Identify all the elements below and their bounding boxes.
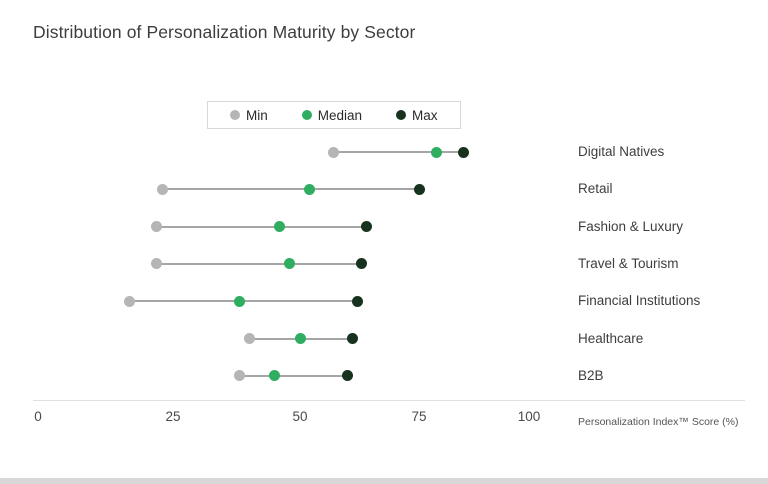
bottom-divider [0, 478, 768, 484]
median-dot [294, 333, 306, 344]
max-dot [457, 146, 469, 158]
max-dot [361, 221, 373, 233]
x-tick-label: 75 [411, 409, 427, 424]
range-line [333, 151, 463, 153]
min-dot [156, 183, 168, 195]
sector-label: Financial Institutions [578, 293, 701, 309]
sector-label: Travel & Tourism [578, 255, 679, 271]
range-line [162, 188, 419, 191]
legend-item-min: Min [230, 108, 268, 123]
median-dot [274, 221, 286, 233]
max-dot [413, 183, 425, 195]
legend: Min Median Max [207, 101, 461, 129]
max-dot [346, 333, 358, 344]
max-dot [342, 370, 354, 382]
min-dot [233, 370, 245, 382]
median-dot [269, 370, 281, 382]
min-dot-icon [230, 110, 240, 120]
min-dot [327, 146, 339, 158]
sector-label: Retail [578, 181, 613, 197]
median-dot [284, 258, 296, 270]
max-dot [351, 295, 363, 307]
x-tick-label: 50 [292, 409, 308, 424]
chart-title: Distribution of Personalization Maturity… [33, 22, 416, 42]
max-dot-icon [396, 110, 407, 120]
sector-label: Fashion & Luxury [578, 218, 684, 234]
legend-item-max: Max [396, 108, 438, 123]
sector-label: B2B [578, 367, 604, 383]
min-dot [243, 333, 255, 344]
legend-item-median: Median [301, 107, 363, 123]
min-dot [151, 221, 163, 233]
x-tick-label: 100 [517, 409, 541, 424]
x-tick-label: 25 [165, 409, 181, 424]
x-tick-label: 0 [34, 409, 42, 424]
median-dot [431, 146, 443, 158]
legend-label-min: Min [246, 107, 268, 123]
median-dot-icon [301, 110, 312, 120]
sector-label: Healthcare [578, 330, 644, 346]
min-dot [151, 258, 163, 270]
legend-label-median: Median [317, 107, 363, 123]
x-axis-line [33, 400, 745, 401]
range-line [239, 374, 348, 377]
max-dot [356, 258, 368, 270]
median-dot [233, 295, 245, 307]
range-line [156, 225, 367, 228]
x-axis-title: Personalization Index™ Score (%) [578, 416, 739, 428]
range-line [156, 262, 362, 265]
sector-label: Digital Natives [578, 144, 665, 159]
legend-label-max: Max [412, 107, 438, 123]
min-dot [124, 295, 136, 307]
median-dot [304, 183, 316, 195]
